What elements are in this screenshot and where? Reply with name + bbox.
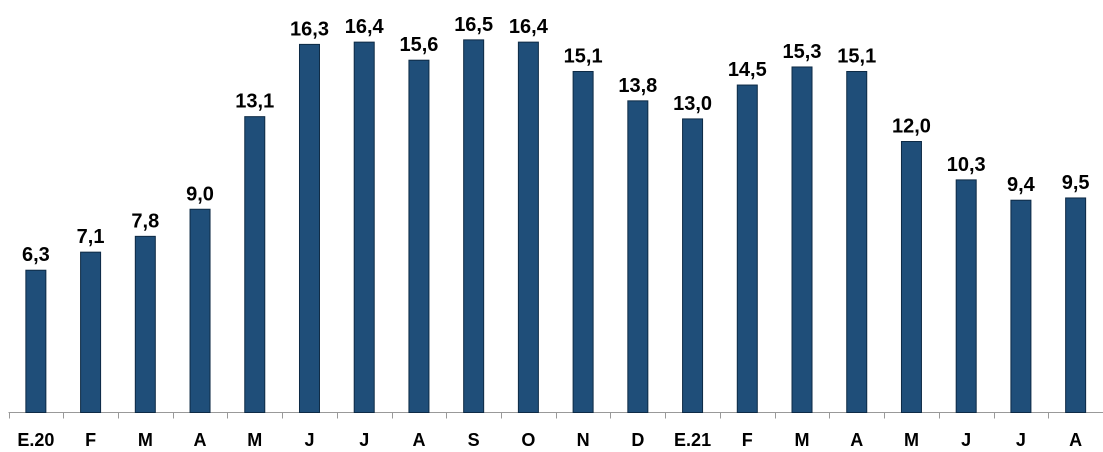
- bar: [244, 116, 266, 414]
- bar: [846, 70, 868, 413]
- value-label: 13,1: [235, 91, 274, 113]
- value-label: 14,5: [728, 59, 767, 81]
- value-label: 13,0: [673, 93, 712, 115]
- bar: [517, 41, 539, 414]
- value-label: 15,1: [837, 45, 876, 67]
- value-label: 16,3: [290, 18, 329, 40]
- x-tick-label: A: [194, 430, 207, 450]
- bar: [572, 70, 594, 413]
- x-tick-label: O: [521, 430, 535, 450]
- bar: [1010, 199, 1032, 413]
- value-label: 9,4: [1007, 174, 1036, 196]
- bar: [791, 66, 813, 413]
- value-label: 6,3: [22, 244, 50, 266]
- value-label: 16,4: [345, 16, 385, 38]
- value-label: 15,6: [399, 34, 438, 56]
- bar: [134, 235, 156, 413]
- bar: [408, 59, 430, 413]
- value-label: 15,3: [783, 41, 822, 63]
- bar: [736, 84, 758, 414]
- value-label: 7,1: [77, 226, 105, 248]
- bar: [80, 251, 102, 413]
- value-label: 7,8: [131, 210, 159, 232]
- x-tick-label: A: [850, 430, 863, 450]
- x-tick-label: J: [961, 430, 971, 450]
- value-label: 12,0: [892, 116, 931, 138]
- bar: [353, 41, 375, 414]
- x-tick-label: M: [795, 430, 810, 450]
- x-tick-label: J: [304, 430, 314, 450]
- x-tick-label: E.20: [17, 430, 54, 450]
- x-tick-label: J: [359, 430, 369, 450]
- bar: [189, 208, 211, 413]
- x-tick-label: M: [138, 430, 153, 450]
- bar: [627, 100, 649, 413]
- bar: [298, 43, 320, 414]
- x-tick-label: S: [468, 430, 480, 450]
- bar: [463, 39, 485, 413]
- value-label: 13,8: [618, 75, 657, 97]
- value-label: 15,1: [564, 45, 603, 67]
- bar: [900, 141, 922, 413]
- bar: [25, 269, 47, 413]
- x-tick-label: A: [412, 430, 425, 450]
- x-tick-label: N: [577, 430, 590, 450]
- x-tick-label: D: [631, 430, 644, 450]
- value-label: 16,5: [454, 14, 493, 36]
- value-label: 10,3: [947, 154, 986, 176]
- x-tick-label: E.21: [674, 430, 711, 450]
- bar: [1065, 197, 1087, 413]
- x-tick-label: M: [247, 430, 262, 450]
- x-tick-label: M: [904, 430, 919, 450]
- x-tick-label: J: [1016, 430, 1026, 450]
- x-tick-label: A: [1069, 430, 1082, 450]
- value-label: 9,5: [1062, 172, 1090, 194]
- x-tick-label: F: [742, 430, 753, 450]
- value-label: 16,4: [509, 16, 549, 38]
- bar: [955, 179, 977, 413]
- x-tick-label: F: [85, 430, 96, 450]
- value-label: 9,0: [186, 183, 214, 205]
- bar: [682, 118, 704, 414]
